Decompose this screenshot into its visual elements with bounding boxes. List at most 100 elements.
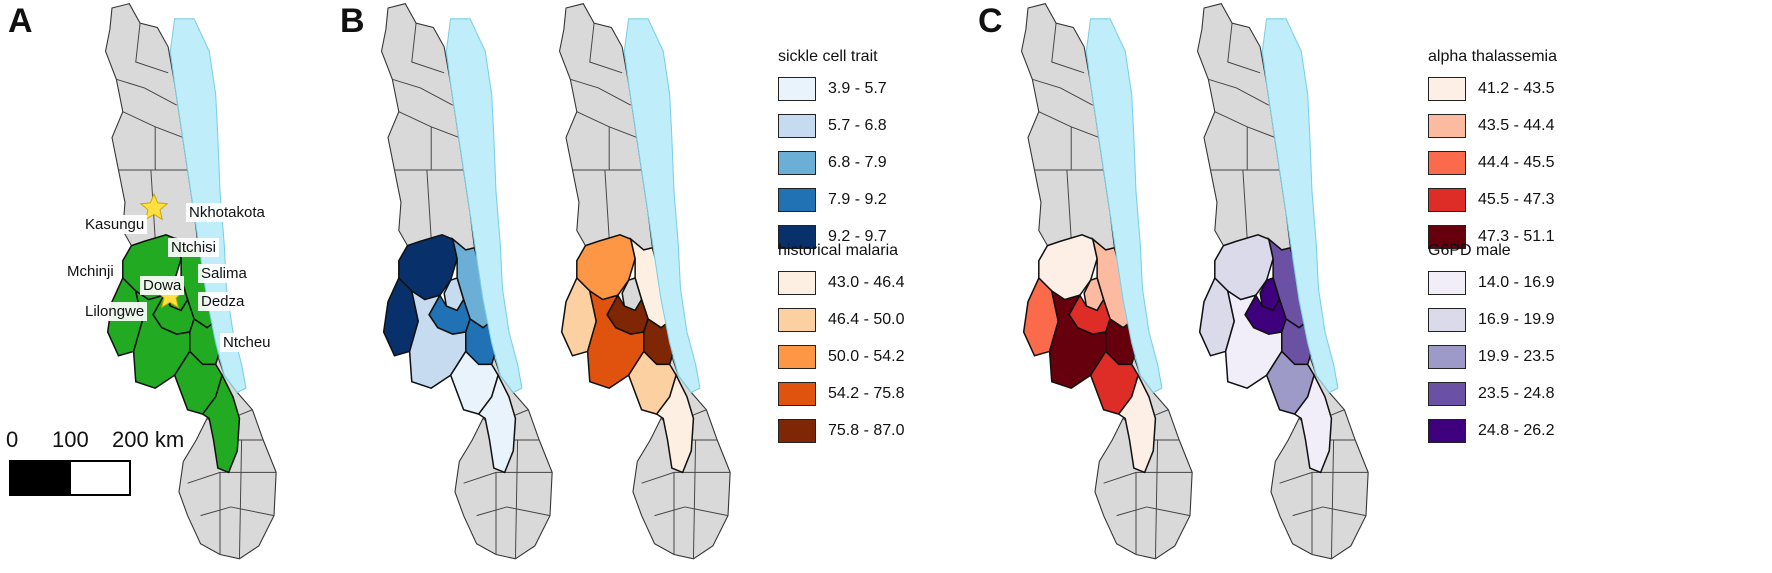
- legend-range-label: 9.2 - 9.7: [828, 228, 887, 245]
- legend-swatch: [778, 345, 816, 369]
- district-border: [1066, 169, 1072, 240]
- scale-bar-black-segment: [11, 462, 71, 494]
- legend-range-label: 47.3 - 51.1: [1478, 228, 1555, 245]
- legend-g6pd-male: G6PD male 14.0 - 16.9 16.9 - 19.9 19.9 - 2…: [1428, 242, 1555, 455]
- district-border: [426, 169, 432, 240]
- legend-item: 9.2 - 9.7: [778, 224, 887, 250]
- legend-swatch: [778, 308, 816, 332]
- legend-alpha-thalassemia: alpha thalassemia 41.2 - 43.5 43.5 - 44.4…: [1428, 48, 1557, 261]
- district-lilongwe: [132, 289, 191, 389]
- district-label: Mchinji: [64, 262, 117, 281]
- legend-swatch: [1428, 151, 1466, 175]
- legend-item: 24.8 - 26.2: [1428, 418, 1555, 444]
- legend-title: alpha thalassemia: [1428, 48, 1557, 65]
- legend-title: sickle cell trait: [778, 48, 878, 65]
- district-lilongwe: [408, 289, 467, 389]
- district-label: Dedza: [198, 292, 248, 311]
- legend-item: 41.2 - 43.5: [1428, 76, 1557, 102]
- district-label: Nkhotakota: [186, 203, 268, 222]
- legend-swatch: [1428, 225, 1466, 249]
- district-border: [1154, 439, 1159, 559]
- legend-range-label: 41.2 - 43.5: [1478, 80, 1555, 97]
- legend-range-label: 5.7 - 6.8: [828, 117, 887, 134]
- district-border: [589, 23, 623, 74]
- legend-item: 23.5 - 24.8: [1428, 381, 1555, 407]
- district-label: Salima: [198, 264, 250, 283]
- study-site-star-kasungu: [139, 192, 169, 221]
- district-label: Lilongwe: [82, 302, 148, 321]
- legend-swatch: [778, 151, 816, 175]
- district-border: [200, 506, 275, 517]
- legend-item: 7.9 - 9.2: [778, 187, 887, 213]
- legend-swatch: [1428, 308, 1466, 332]
- legend-swatch: [778, 271, 816, 295]
- legend-item: 19.9 - 23.5: [1428, 344, 1555, 370]
- district-border: [476, 506, 551, 517]
- district-border: [392, 78, 454, 106]
- legend-historical-malaria: historical malaria 43.0 - 46.4 46.4 - 50.…: [778, 242, 905, 455]
- lake-malawi: [445, 18, 523, 394]
- legend-swatch: [1428, 345, 1466, 369]
- district-border: [1208, 78, 1270, 106]
- legend-swatch: [1428, 271, 1466, 295]
- district-border: [1227, 23, 1261, 74]
- legend-title: G6PD male: [1428, 242, 1511, 259]
- legend-range-label: 75.8 - 87.0: [828, 422, 905, 439]
- legend-range-label: 3.9 - 5.7: [828, 80, 887, 97]
- map-panel-b-malaria: [558, 3, 731, 560]
- map-panel-a: [104, 3, 277, 560]
- district-ntcheu: [1117, 373, 1157, 474]
- district-border: [654, 506, 729, 517]
- map-panel-c-alpha: [1020, 3, 1193, 560]
- district-ntcheu: [655, 373, 695, 474]
- district-ntcheu: [201, 373, 241, 474]
- district-border: [1330, 439, 1335, 559]
- legend-item: 44.4 - 45.5: [1428, 150, 1557, 176]
- district-label: Dowa: [140, 276, 185, 295]
- district-border: [116, 78, 178, 106]
- scale-bar-white-segment: [71, 462, 129, 494]
- lake-malawi: [623, 18, 701, 394]
- legend-range-label: 6.8 - 7.9: [828, 154, 887, 171]
- legend-range-label: 7.9 - 9.2: [828, 191, 887, 208]
- map-panel-b-sickle: [380, 3, 553, 560]
- district-lilongwe: [1224, 289, 1283, 389]
- legend-range-label: 43.5 - 44.4: [1478, 117, 1555, 134]
- legend-range-label: 46.4 - 50.0: [828, 311, 905, 328]
- district-border: [238, 439, 243, 559]
- district-label: Ntchisi: [168, 238, 220, 257]
- legend-range-label: 54.2 - 75.8: [828, 385, 905, 402]
- legend-range-label: 50.0 - 54.2: [828, 348, 905, 365]
- lake-malawi: [1261, 18, 1339, 394]
- legend-item: 43.0 - 46.4: [778, 270, 905, 296]
- legend-range-label: 45.5 - 47.3: [1478, 191, 1555, 208]
- legend-swatch: [1428, 77, 1466, 101]
- legend-range-label: 19.9 - 23.5: [1478, 348, 1555, 365]
- district-border: [604, 169, 610, 240]
- legend-swatch: [1428, 382, 1466, 406]
- legend-range-label: 43.0 - 46.4: [828, 274, 905, 291]
- legend-range-label: 24.8 - 26.2: [1478, 422, 1555, 439]
- lake-malawi: [1085, 18, 1163, 394]
- legend-swatch: [778, 77, 816, 101]
- legend-item: 3.9 - 5.7: [778, 76, 887, 102]
- district-label: Ntcheu: [220, 333, 274, 352]
- scale-label-end: 200 km: [112, 427, 185, 452]
- legend-range-label: 23.5 - 24.8: [1478, 385, 1555, 402]
- district-border: [692, 439, 697, 559]
- district-lilongwe: [1048, 289, 1107, 389]
- legend-swatch: [778, 225, 816, 249]
- legend-range-label: 44.4 - 45.5: [1478, 154, 1555, 171]
- district-lilongwe: [586, 289, 645, 389]
- scale-label-zero: 0: [6, 427, 19, 452]
- legend-swatch: [778, 382, 816, 406]
- legend-item: 43.5 - 44.4: [1428, 113, 1557, 139]
- district-ntcheu: [477, 373, 517, 474]
- district-border: [411, 23, 445, 74]
- panel-label-a: A: [8, 2, 33, 40]
- legend-item: 14.0 - 16.9: [1428, 270, 1555, 296]
- legend-item: 75.8 - 87.0: [778, 418, 905, 444]
- legend-swatch: [778, 114, 816, 138]
- map-panel-c-g6pd: [1196, 3, 1369, 560]
- scale-bar: [9, 460, 131, 496]
